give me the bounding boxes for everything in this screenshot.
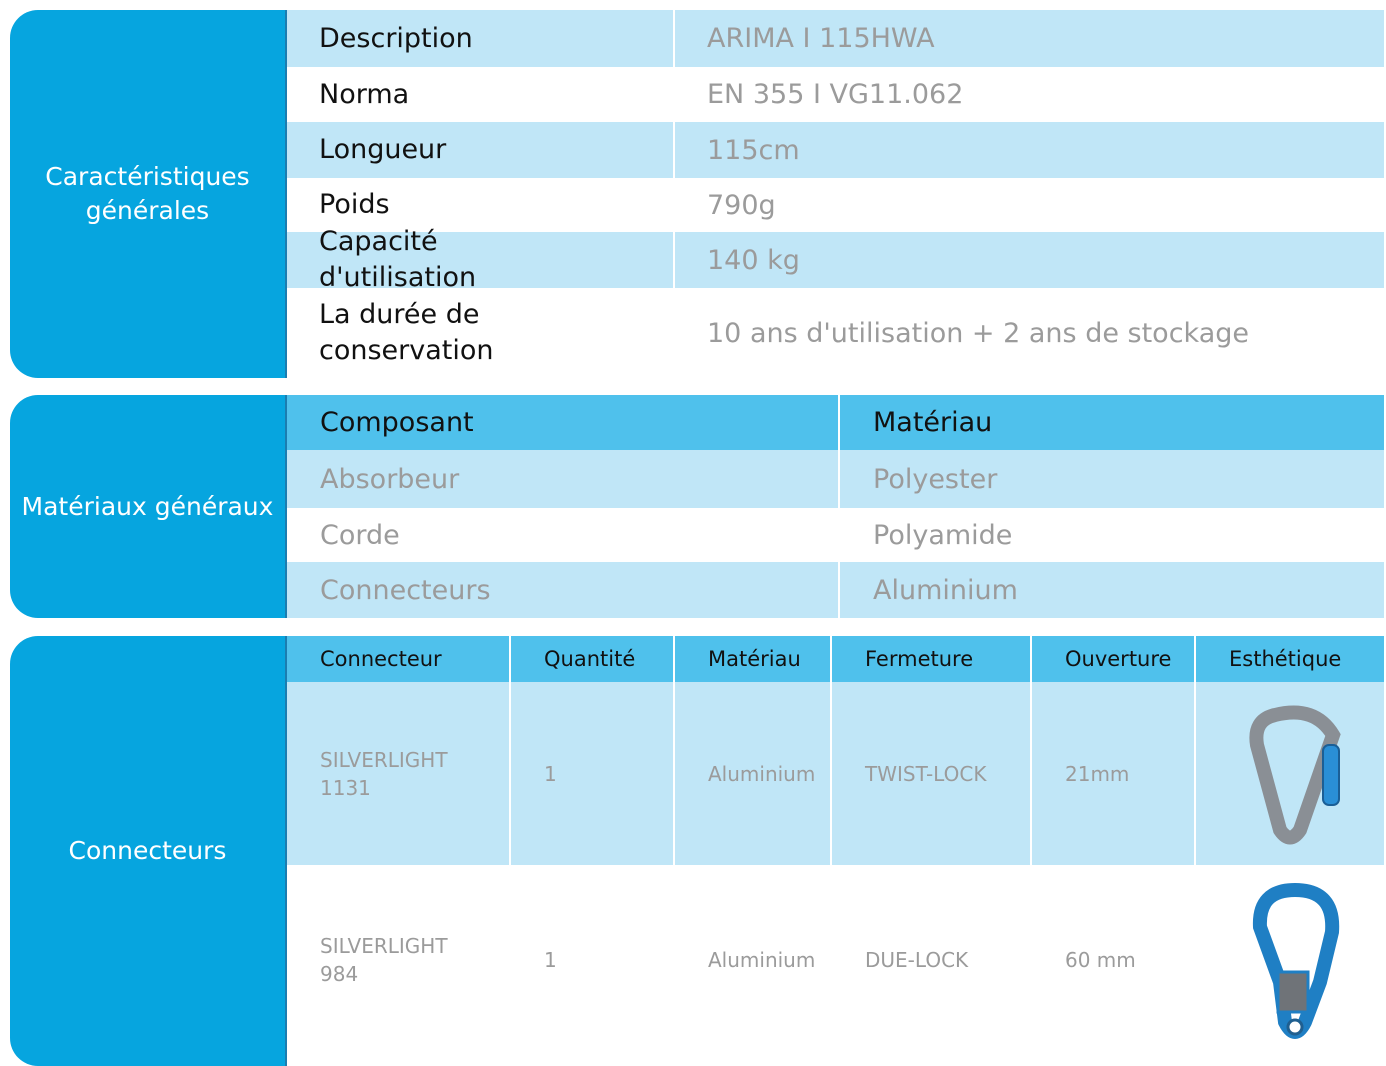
row-label: Description — [287, 10, 675, 67]
cell-text: ARIMA I 115HWA — [707, 23, 935, 54]
table-cell: Aluminium — [675, 865, 832, 1054]
header-cell: Esthétique — [1196, 636, 1386, 682]
row-label: Longueur — [287, 122, 675, 178]
row-value: 790g — [675, 178, 1386, 232]
section-label: Caractéristiques générales — [10, 10, 287, 378]
table-cell: Aluminium — [675, 682, 832, 865]
row-value: EN 355 I VG11.062 — [675, 67, 1386, 122]
row-label: Capacité d'utilisation — [287, 226, 675, 293]
cell-text: Polyamide — [873, 519, 1013, 551]
cell-text: Fermeture — [865, 647, 974, 671]
cell-text: Aluminium — [708, 947, 816, 972]
cell-text: Poids — [319, 189, 390, 220]
header-cell: Matériau — [675, 636, 832, 682]
carabiner-image — [1249, 705, 1341, 845]
row-value: ARIMA I 115HWA — [675, 10, 1386, 67]
cell-text: SILVERLIGHT 984 — [320, 933, 448, 986]
cell-text: Quantité — [544, 647, 636, 671]
cell-text: Corde — [320, 519, 400, 551]
header-cell: Composant — [287, 395, 840, 450]
table-cell: 21mm — [1032, 682, 1196, 865]
row-label: Poids — [287, 178, 675, 232]
table-cell: 60 mm — [1032, 865, 1196, 1054]
header-cell: Fermeture — [832, 636, 1032, 682]
cell-text: DUE-LOCK — [865, 947, 969, 972]
cell-text: Ouverture — [1065, 647, 1172, 671]
cell-text: Norma — [319, 78, 410, 110]
table-cell: Absorbeur — [287, 450, 840, 508]
cell-text: Matériaux généraux — [21, 491, 274, 521]
cell-text: SILVERLIGHT 1131 — [320, 747, 448, 800]
cell-text: 10 ans d'utilisation + 2 ans de stockage — [707, 317, 1250, 349]
cell-text: Description — [319, 22, 473, 54]
cell-text: Matériau — [873, 407, 993, 438]
carabiner-image — [1252, 882, 1340, 1039]
header-cell: Ouverture — [1032, 636, 1196, 682]
cell-text: Longueur — [319, 134, 447, 165]
table-cell: Polyamide — [840, 508, 1386, 562]
cell-text: Esthétique — [1229, 647, 1342, 671]
cell-text: Connecteurs — [320, 574, 491, 606]
table-cell: 1 — [511, 682, 675, 865]
cell-text: Aluminium — [873, 574, 1018, 606]
header-cell: Quantité — [511, 636, 675, 682]
row-label: La durée de conservation — [287, 288, 675, 378]
cell-text: Connecteur — [320, 647, 442, 671]
row-value: 140 kg — [675, 232, 1386, 288]
table-cell: TWIST-LOCK — [832, 682, 1032, 865]
cell-text: Polyester — [873, 463, 998, 495]
table-cell: Polyester — [840, 450, 1386, 508]
cell-text: Connecteurs — [68, 836, 227, 865]
cell-text: 21mm — [1065, 761, 1130, 786]
header-cell: Matériau — [840, 395, 1386, 450]
cell-text: 60 mm — [1065, 947, 1136, 972]
cell-text: 1 — [544, 947, 557, 972]
row-value: 115cm — [675, 122, 1386, 178]
table-cell: SILVERLIGHT 984 — [287, 865, 511, 1054]
cell-text: 790g — [707, 189, 776, 221]
row-label: Norma — [287, 67, 675, 122]
cell-text: Aluminium — [708, 761, 816, 786]
header-cell: Connecteur — [287, 636, 511, 682]
cell-text: Caractéristiques générales — [45, 162, 250, 225]
cell-text: 1 — [544, 761, 557, 786]
cell-text: EN 355 I VG11.062 — [707, 79, 964, 110]
row-value: 10 ans d'utilisation + 2 ans de stockage — [675, 288, 1386, 378]
cell-text: Absorbeur — [320, 463, 460, 495]
cell-text: Matériau — [708, 647, 801, 671]
section-label: Connecteurs — [10, 636, 287, 1066]
cell-text: TWIST-LOCK — [865, 761, 987, 786]
cell-text: Composant — [320, 407, 474, 438]
cell-text: Capacité d'utilisation — [319, 226, 477, 293]
cell-text: 140 kg — [707, 244, 800, 276]
cell-text: La durée de conservation — [319, 299, 494, 366]
table-cell: SILVERLIGHT 1131 — [287, 682, 511, 865]
table-cell: DUE-LOCK — [832, 865, 1032, 1054]
section-label: Matériaux généraux — [10, 395, 287, 618]
cell-text: 115cm — [707, 134, 800, 166]
table-cell: 1 — [511, 865, 675, 1054]
table-cell: Corde — [287, 508, 840, 562]
table-cell: Connecteurs — [287, 562, 840, 618]
table-cell: Aluminium — [840, 562, 1386, 618]
